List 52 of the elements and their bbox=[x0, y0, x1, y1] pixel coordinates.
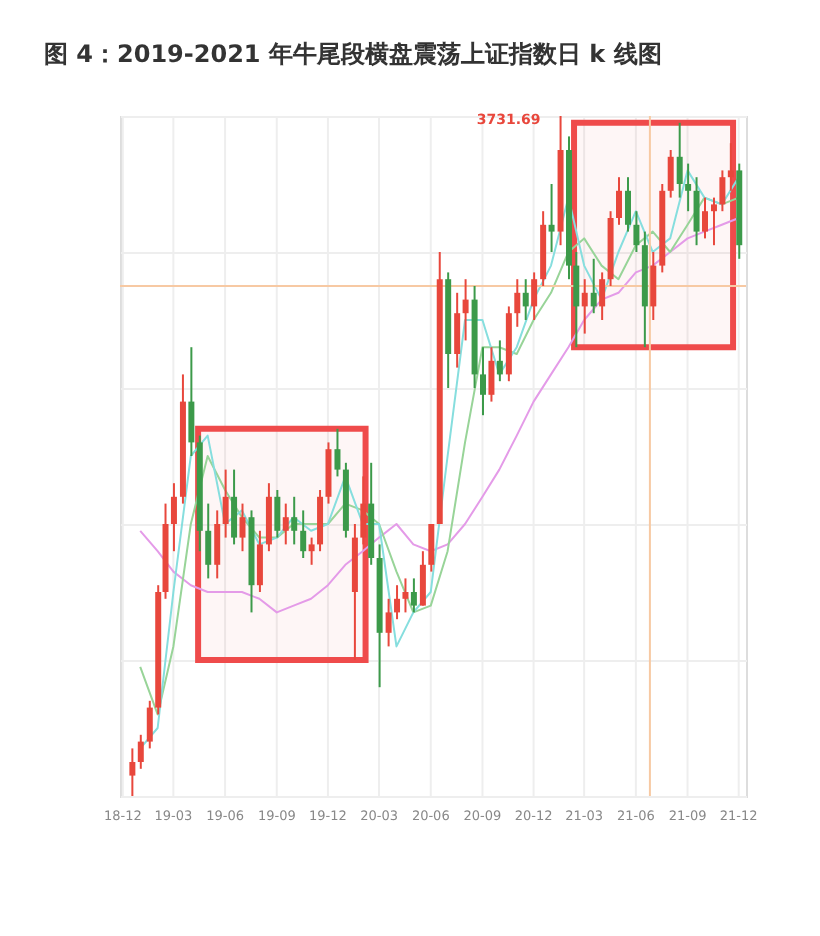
candlestick bbox=[650, 251, 657, 321]
candlestick bbox=[710, 196, 717, 247]
candlestick bbox=[239, 502, 246, 553]
candlestick bbox=[231, 468, 238, 546]
candlestick bbox=[719, 169, 726, 213]
candlestick bbox=[317, 489, 324, 553]
candlestick bbox=[222, 468, 229, 539]
candlestick bbox=[488, 346, 495, 403]
candlestick bbox=[633, 210, 640, 253]
candlestick bbox=[667, 149, 674, 199]
candlestick bbox=[282, 502, 289, 546]
candlestick bbox=[137, 733, 144, 770]
candlestick bbox=[701, 196, 708, 240]
candlestick bbox=[480, 346, 487, 417]
candlestick bbox=[548, 183, 555, 253]
candlestick bbox=[265, 482, 272, 553]
candlestick bbox=[334, 427, 341, 478]
candlestick bbox=[685, 162, 692, 213]
candlestick bbox=[205, 502, 212, 580]
chart-title: 图 4：2019-2021 年牛尾段横盘震荡上证指数日 k 线图 bbox=[43, 40, 662, 68]
candlestick bbox=[599, 271, 606, 321]
candlestick bbox=[462, 278, 469, 342]
candlestick bbox=[308, 536, 315, 566]
candlestick bbox=[129, 747, 136, 797]
candlestick bbox=[590, 257, 597, 315]
candlestick bbox=[256, 529, 263, 593]
candlestick bbox=[496, 339, 503, 383]
candlestick bbox=[531, 271, 538, 321]
candlestick bbox=[514, 278, 521, 328]
candlestick bbox=[188, 346, 195, 457]
candlestick bbox=[170, 482, 177, 553]
candlestick bbox=[360, 475, 367, 546]
candlestick bbox=[325, 441, 332, 505]
candlestick bbox=[385, 597, 392, 648]
candlestick bbox=[581, 278, 588, 335]
candlestick bbox=[522, 278, 529, 321]
candlestick bbox=[214, 509, 221, 580]
candlestick bbox=[402, 577, 409, 614]
candlestick bbox=[291, 495, 298, 546]
candlestick bbox=[676, 121, 683, 199]
candlestick bbox=[727, 142, 734, 192]
candlestick bbox=[300, 509, 307, 559]
candlestick bbox=[146, 699, 153, 750]
candlestick bbox=[394, 584, 401, 621]
candlestick bbox=[419, 550, 426, 607]
candlestick bbox=[410, 577, 417, 614]
candlestick bbox=[616, 176, 622, 226]
candlestick bbox=[624, 176, 631, 233]
candlestick bbox=[693, 176, 700, 247]
candlestick bbox=[428, 523, 435, 573]
candlestick bbox=[454, 291, 461, 369]
candlestick bbox=[274, 489, 281, 539]
